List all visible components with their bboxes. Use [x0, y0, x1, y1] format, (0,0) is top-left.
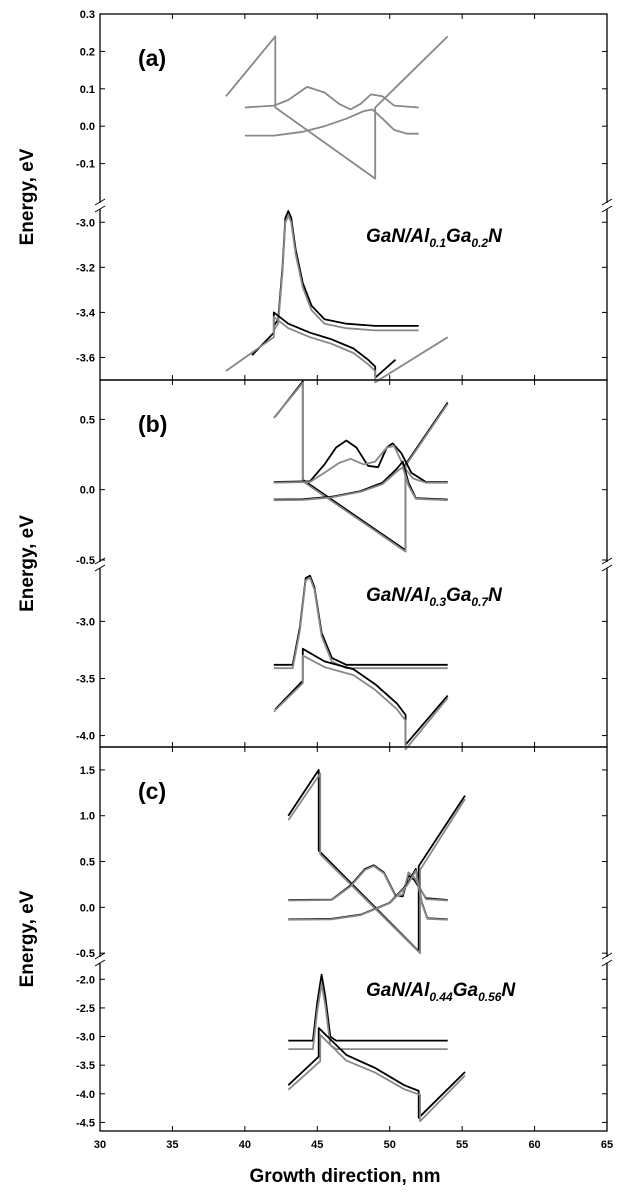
series-line — [273, 214, 419, 332]
axis-break-gap — [601, 957, 613, 963]
y-tick-label: 0.0 — [80, 121, 95, 133]
x-tick-label: 45 — [311, 1139, 323, 1151]
axis-break-mark — [601, 564, 613, 572]
x-axis-title: Growth direction, nm — [249, 1166, 440, 1187]
y-tick-label: -3.6 — [76, 352, 95, 364]
series-line — [287, 1027, 466, 1119]
y-axis-title: Energy, eV — [17, 890, 38, 987]
y-tick-label: 0.2 — [80, 46, 95, 58]
panel-label: (c) — [138, 778, 166, 804]
y-tick-label: -3.4 — [76, 307, 96, 319]
plot-frame — [99, 746, 608, 1132]
axis-break-gap — [94, 203, 106, 209]
series-line — [244, 86, 419, 111]
axis-break-mark — [94, 198, 106, 206]
axis-break-mark — [94, 952, 106, 960]
y-tick-label: -0.5 — [76, 555, 95, 567]
panel-0: 0.3 0.2 0.1 0.0 -0.1 -3.0 -3.2 -3.4 -3.6 (a) GaN/A… — [17, 9, 613, 384]
y-tick-label: 1.0 — [80, 811, 95, 823]
axis-break-mark — [94, 564, 106, 572]
series-line — [273, 381, 449, 553]
series-line — [288, 973, 448, 1042]
x-tick-label: 30 — [94, 1139, 106, 1151]
structure-label: GaN/Al0.1Ga0.2N — [366, 226, 503, 250]
y-tick-label: -3.0 — [76, 217, 95, 229]
axis-break-mark — [601, 557, 613, 565]
series-line — [225, 35, 449, 180]
axis-break-mark — [601, 198, 613, 206]
series-line — [288, 865, 448, 902]
y-tick-label: -3.5 — [76, 1060, 95, 1072]
series-line — [273, 466, 448, 502]
series-line — [273, 445, 448, 484]
x-tick-label: 55 — [456, 1139, 468, 1151]
y-tick-label: -4.0 — [76, 1089, 95, 1101]
axis-break-mark — [601, 952, 613, 960]
panel-2: 1.5 1.0 0.5 0.0 -0.5 -2.0 -2.5 -3.0 -3.5 -4.0 -4.5… — [17, 746, 613, 1132]
y-tick-label: -2.5 — [76, 1003, 95, 1015]
axis-break-gap — [601, 562, 613, 568]
y-tick-label: 1.5 — [80, 765, 95, 777]
y-tick-label: 0.0 — [80, 485, 95, 497]
y-tick-label: -4.5 — [76, 1117, 95, 1129]
series-line — [273, 654, 449, 751]
structure-label: GaN/Al0.44Ga0.56N — [366, 980, 516, 1004]
axis-break-gap — [601, 203, 613, 209]
y-tick-label: 0.0 — [80, 902, 95, 914]
x-tick-label: 65 — [601, 1139, 613, 1151]
series-line — [288, 869, 448, 921]
y-axis-title: Energy, eV — [17, 515, 38, 612]
x-tick-label: 40 — [239, 1139, 251, 1151]
axis-break-mark — [94, 205, 106, 213]
axis-break-gap — [94, 957, 106, 963]
y-tick-label: -3.5 — [76, 673, 95, 685]
y-tick-label: 0.1 — [80, 84, 95, 96]
panel-1: 0.5 0.0 -0.5 -3.0 -3.5 -4.0 (b) GaN/Al0.3Ga0.7N… — [17, 379, 613, 751]
panel-label: (a) — [138, 45, 166, 71]
series-line — [244, 108, 419, 137]
x-tick-label: 35 — [166, 1139, 178, 1151]
axis-break-gap — [94, 562, 106, 568]
series-line — [287, 1033, 466, 1123]
panel-label: (b) — [138, 411, 167, 437]
y-tick-label: -0.5 — [76, 948, 95, 960]
series-line — [274, 380, 449, 552]
series-line — [225, 316, 449, 384]
plot-frame — [99, 379, 608, 748]
axis-break-mark — [601, 959, 613, 967]
y-tick-label: 0.5 — [80, 857, 95, 869]
x-tick-label: 60 — [528, 1139, 540, 1151]
y-tick-label: -3.2 — [76, 262, 95, 274]
axis-break-mark — [94, 557, 106, 565]
y-tick-label: -3.0 — [76, 616, 95, 628]
axis-break-mark — [601, 205, 613, 213]
series-line — [287, 769, 466, 953]
y-tick-label: -2.0 — [76, 974, 95, 986]
x-tick-label: 50 — [384, 1139, 396, 1151]
y-tick-label: -3.0 — [76, 1032, 95, 1044]
axis-break-mark — [94, 959, 106, 967]
structure-label: GaN/Al0.3Ga0.7N — [366, 585, 503, 609]
y-tick-label: 0.3 — [80, 9, 95, 21]
y-axis-title: Energy, eV — [17, 148, 38, 245]
y-tick-label: -0.1 — [76, 159, 95, 171]
series-line — [287, 772, 466, 955]
y-tick-label: -4.0 — [76, 731, 95, 743]
y-tick-label: 0.5 — [80, 414, 95, 426]
series-line — [273, 439, 448, 483]
